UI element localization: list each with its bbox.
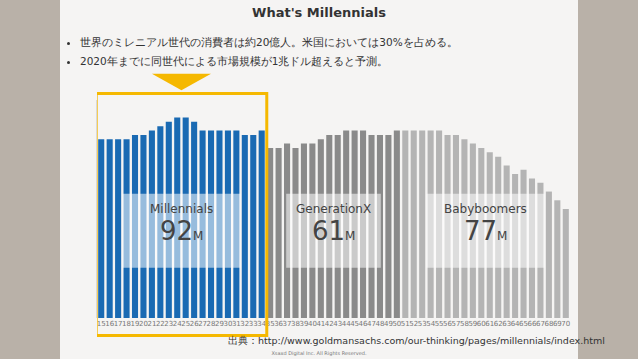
svg-text:19: 19 (131, 320, 140, 328)
svg-text:26: 26 (190, 320, 199, 328)
svg-text:46: 46 (359, 320, 368, 328)
svg-text:25: 25 (181, 320, 190, 328)
svg-text:Babyboomers: Babyboomers (444, 202, 527, 216)
svg-text:40: 40 (308, 320, 317, 328)
svg-text:58: 58 (460, 320, 469, 328)
html-text:2020年までに同世代による市場規模が1兆ドル超えると予測。: 2020年までに同世代による市場規模が1兆ドル超えると予測。 (80, 55, 389, 67)
svg-text:15: 15 (97, 320, 106, 328)
svg-text:23: 23 (164, 320, 173, 328)
svg-text:39: 39 (299, 320, 308, 328)
svg-text:60: 60 (477, 320, 486, 328)
svg-text:61: 61 (485, 320, 494, 328)
svg-text:20: 20 (139, 320, 148, 328)
svg-text:50: 50 (392, 320, 401, 328)
svg-text:62: 62 (494, 320, 503, 328)
svg-text:24: 24 (173, 320, 182, 328)
svg-text:16: 16 (105, 320, 114, 328)
svg-text:37: 37 (283, 320, 292, 328)
svg-text:52: 52 (409, 320, 418, 328)
svg-text:18: 18 (122, 320, 131, 328)
svg-text:77M: 77M (464, 216, 507, 246)
svg-text:43: 43 (333, 320, 342, 328)
svg-text:44: 44 (342, 320, 351, 328)
svg-text:70: 70 (561, 320, 570, 328)
svg-text:59: 59 (468, 320, 477, 328)
svg-text:64: 64 (511, 320, 520, 328)
svg-text:36: 36 (274, 320, 283, 328)
svg-text:53: 53 (418, 320, 427, 328)
svg-text:92M: 92M (160, 216, 203, 246)
svg-text:61M: 61M (312, 216, 355, 246)
svg-text:17: 17 (114, 320, 123, 328)
svg-text:51: 51 (401, 320, 410, 328)
html-text:出典：http://www.goldmansachs.com: 出典：http://www.goldmansachs.com/our-think… (228, 335, 605, 346)
svg-text:47: 47 (367, 320, 376, 328)
svg-text:41: 41 (316, 320, 325, 328)
svg-text:38: 38 (291, 320, 300, 328)
svg-text:22: 22 (156, 320, 165, 328)
svg-text:42: 42 (325, 320, 334, 328)
svg-text:55: 55 (435, 320, 444, 328)
svg-text:69: 69 (553, 320, 562, 328)
svg-text:34: 34 (257, 320, 266, 328)
svg-text:67: 67 (536, 320, 545, 328)
svg-text:68: 68 (544, 320, 553, 328)
svg-text:65: 65 (519, 320, 528, 328)
html-text:What's Millennials: What's Millennials (252, 5, 386, 20)
html-text:Xsaxd Digital Inc. All Rights: Xsaxd Digital Inc. All Rights Reserved. (271, 350, 367, 356)
svg-text:27: 27 (198, 320, 207, 328)
svg-text:45: 45 (350, 320, 359, 328)
svg-text:35: 35 (266, 320, 275, 328)
svg-text:63: 63 (502, 320, 511, 328)
svg-text:29: 29 (215, 320, 224, 328)
svg-text:33: 33 (249, 320, 258, 328)
svg-text:48: 48 (375, 320, 384, 328)
svg-text:66: 66 (528, 320, 537, 328)
svg-text:49: 49 (384, 320, 393, 328)
svg-text:57: 57 (452, 320, 461, 328)
svg-text:GenerationX: GenerationX (296, 202, 371, 216)
html-text:世界のミレニアル世代の消費者は約20億人。米国においては30: 世界のミレニアル世代の消費者は約20億人。米国においては30%を占める。 (80, 36, 458, 48)
svg-text:56: 56 (443, 320, 452, 328)
svg-text:32: 32 (240, 320, 249, 328)
svg-text:21: 21 (147, 320, 156, 328)
svg-text:31: 31 (232, 320, 241, 328)
svg-text:28: 28 (207, 320, 216, 328)
svg-text:54: 54 (426, 320, 435, 328)
svg-text:30: 30 (223, 320, 232, 328)
svg-text:Millennials: Millennials (150, 202, 213, 216)
